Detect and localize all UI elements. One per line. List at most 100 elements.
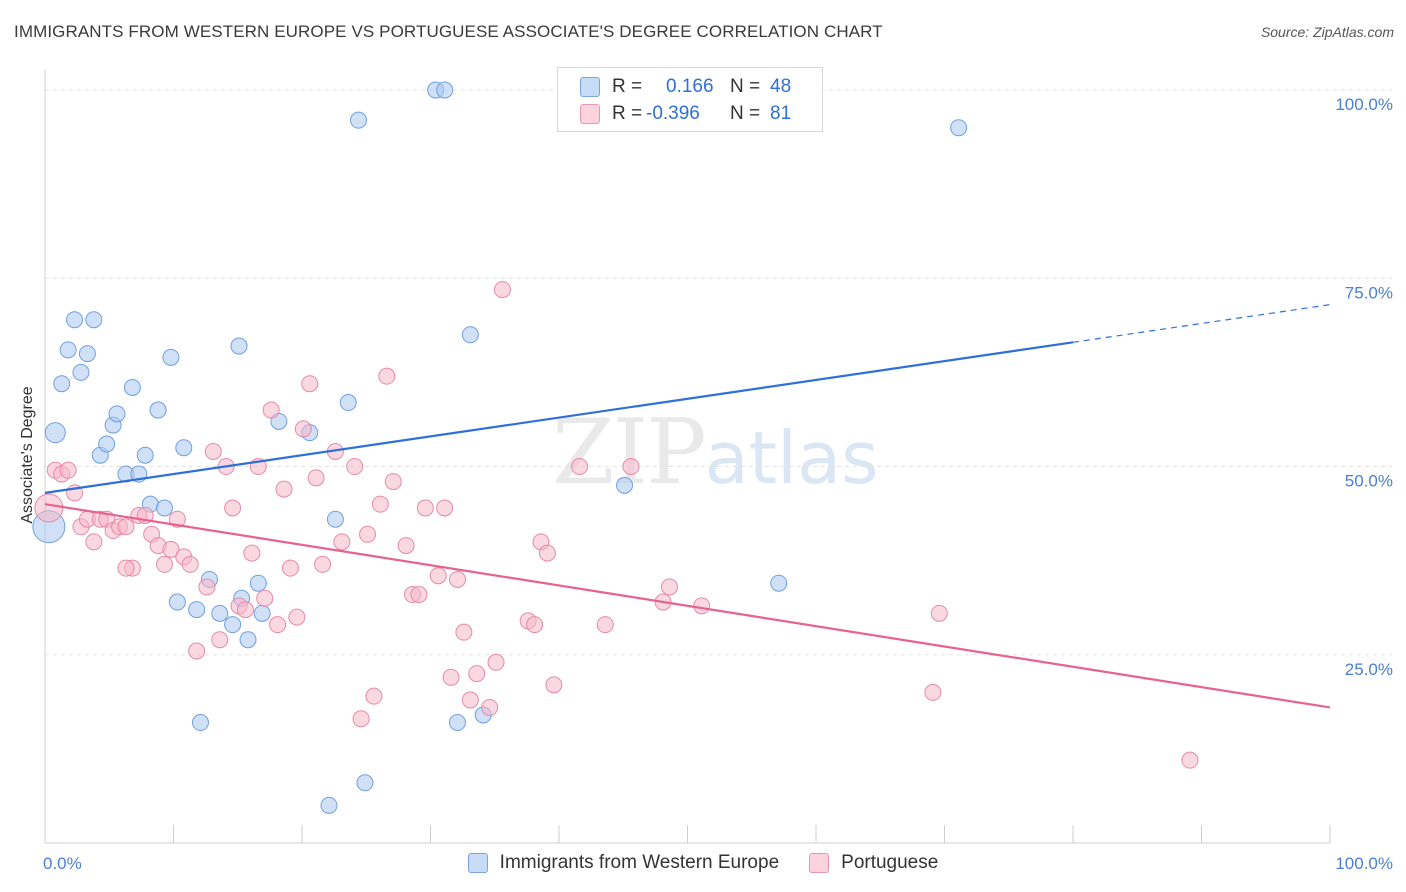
y-tick-label: 75.0% xyxy=(1345,283,1393,302)
x-tick-label-max: 100.0% xyxy=(1335,854,1393,873)
trend-line-western-europe-extension xyxy=(1072,304,1331,343)
point-western-europe xyxy=(436,81,454,99)
point-portuguese xyxy=(181,555,199,573)
legend-item-western-europe[interactable]: Immigrants from Western Europe xyxy=(467,852,779,874)
point-portuguese xyxy=(661,578,679,596)
point-portuguese xyxy=(538,544,556,562)
trend-line-portuguese xyxy=(44,503,1331,709)
point-portuguese xyxy=(493,281,511,299)
point-portuguese xyxy=(429,567,447,585)
point-portuguese xyxy=(117,559,135,577)
point-portuguese xyxy=(352,710,370,728)
legend-r-value: 0.166 xyxy=(666,76,714,97)
point-western-europe xyxy=(156,499,174,517)
point-western-europe xyxy=(616,476,634,494)
point-portuguese xyxy=(34,493,64,523)
correlation-legend: R = 0.166 N = 48 R = -0.396 N = 81 xyxy=(557,67,823,132)
point-portuguese xyxy=(622,458,640,476)
point-portuguese xyxy=(924,683,942,701)
point-portuguese xyxy=(461,691,479,709)
point-portuguese xyxy=(243,544,261,562)
point-portuguese xyxy=(410,586,428,604)
point-portuguese xyxy=(162,540,180,558)
legend-r-label: R = xyxy=(612,103,643,124)
point-portuguese xyxy=(224,499,242,517)
chart-title: IMMIGRANTS FROM WESTERN EUROPE VS PORTUG… xyxy=(14,22,883,41)
point-portuguese xyxy=(571,458,589,476)
point-western-europe xyxy=(211,604,229,622)
point-portuguese xyxy=(526,616,544,634)
point-portuguese xyxy=(85,533,103,551)
legend-n-value: 81 xyxy=(770,103,792,124)
point-western-europe xyxy=(78,345,96,363)
point-western-europe xyxy=(59,341,77,359)
legend-n-label: N = xyxy=(730,103,761,124)
point-western-europe xyxy=(66,311,84,329)
point-portuguese xyxy=(168,510,186,528)
point-western-europe xyxy=(356,774,374,792)
point-portuguese xyxy=(198,578,216,596)
point-western-europe xyxy=(249,574,267,592)
point-portuguese xyxy=(359,525,377,543)
point-portuguese xyxy=(468,665,486,683)
point-portuguese xyxy=(442,668,460,686)
series-legend: Immigrants from Western Europe Portugues… xyxy=(0,852,1406,874)
tick-labels: 25.0% 50.0% 75.0% 100.0% 0.0% 100.0% xyxy=(43,95,1393,873)
point-western-europe xyxy=(98,435,116,453)
source-label: Source: ZipAtlas.com xyxy=(1260,24,1394,40)
point-portuguese xyxy=(693,597,711,615)
point-western-europe xyxy=(320,796,338,814)
point-portuguese xyxy=(256,589,274,607)
x-tick-label-min: 0.0% xyxy=(43,854,82,873)
point-western-europe xyxy=(149,401,167,419)
point-western-europe xyxy=(168,593,186,611)
point-western-europe xyxy=(108,405,126,423)
point-portuguese xyxy=(314,555,332,573)
point-portuguese xyxy=(455,623,473,641)
legend-n-value: 48 xyxy=(770,76,792,97)
point-portuguese xyxy=(156,555,174,573)
legend-swatch-pink xyxy=(580,104,600,124)
legend-row-portuguese: R = -0.396 N = 81 xyxy=(580,101,791,127)
legend-item-portuguese[interactable]: Portuguese xyxy=(809,852,938,874)
point-portuguese xyxy=(288,608,306,626)
point-portuguese xyxy=(481,698,499,716)
point-portuguese xyxy=(281,559,299,577)
point-western-europe xyxy=(239,631,257,649)
point-western-europe xyxy=(950,119,968,137)
point-western-europe xyxy=(339,394,357,412)
point-portuguese xyxy=(448,570,466,588)
legend-r-value: -0.396 xyxy=(646,103,700,124)
point-portuguese xyxy=(301,375,319,393)
point-portuguese xyxy=(117,518,135,536)
point-portuguese xyxy=(346,458,364,476)
legend-row-western-europe: R = 0.166 N = 48 xyxy=(580,74,791,100)
y-tick-label: 25.0% xyxy=(1345,660,1393,679)
point-portuguese xyxy=(204,442,222,460)
trend-lines xyxy=(44,304,1331,709)
point-western-europe xyxy=(326,510,344,528)
point-portuguese xyxy=(416,499,434,517)
point-portuguese xyxy=(371,495,389,513)
legend-swatch-pink xyxy=(809,853,830,873)
point-portuguese xyxy=(59,461,77,479)
point-western-europe xyxy=(72,363,90,381)
legend-r-label: R = xyxy=(612,76,643,97)
point-portuguese xyxy=(307,469,325,487)
point-western-europe xyxy=(85,311,103,329)
point-portuguese xyxy=(1181,751,1199,769)
point-portuguese xyxy=(596,616,614,634)
series-western-europe-points xyxy=(32,81,968,814)
y-tick-label: 100.0% xyxy=(1335,95,1393,114)
point-western-europe xyxy=(461,326,479,344)
gridlines xyxy=(45,89,1392,656)
point-western-europe xyxy=(123,378,141,396)
legend-swatch-blue xyxy=(467,853,488,873)
point-portuguese xyxy=(262,401,280,419)
watermark-atlas: atlas xyxy=(704,416,879,500)
point-western-europe xyxy=(253,604,271,622)
point-portuguese xyxy=(188,642,206,660)
point-portuguese xyxy=(384,473,402,491)
point-portuguese xyxy=(930,604,948,622)
